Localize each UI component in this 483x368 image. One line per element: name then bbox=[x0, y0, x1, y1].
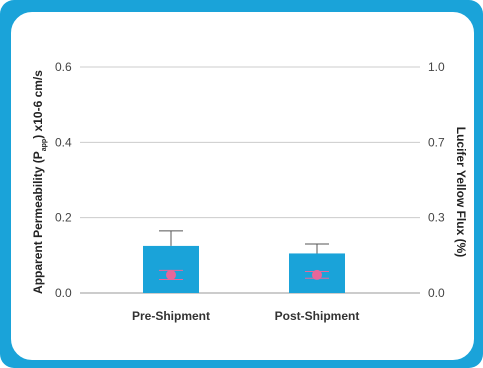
category-label: Pre-Shipment bbox=[132, 309, 210, 323]
y-right-tick-label: 0.7 bbox=[428, 135, 445, 149]
flux-point bbox=[312, 269, 322, 280]
y-tick-label: 0.6 bbox=[55, 60, 72, 74]
gridlines bbox=[80, 66, 420, 294]
chart-panel bbox=[10, 11, 475, 361]
y-tick-label: 0.2 bbox=[55, 211, 72, 225]
y-right-tick-label: 0.0 bbox=[428, 286, 445, 300]
tick-labels: 0.0 0.2 0.4 0.6 0.0 0.3 0.7 1.0 bbox=[55, 60, 445, 300]
flux-point bbox=[166, 269, 176, 280]
y-right-tick-label: 1.0 bbox=[428, 60, 445, 74]
y-axis-title: Apparent Permeability (Papp) x10-6 cm/s bbox=[31, 70, 48, 294]
bars bbox=[143, 230, 345, 293]
bar bbox=[143, 245, 199, 293]
flux-points bbox=[159, 269, 329, 280]
y-tick-label: 0.0 bbox=[55, 286, 72, 300]
y-tick-label: 0.4 bbox=[55, 135, 72, 149]
category-label: Post-Shipment bbox=[275, 309, 360, 323]
y-axis-right-title: Lucifer Yellow Flux (%) bbox=[454, 127, 468, 257]
category-labels: Pre-Shipment Post-Shipment bbox=[132, 309, 359, 323]
y-right-tick-label: 0.3 bbox=[428, 211, 445, 225]
